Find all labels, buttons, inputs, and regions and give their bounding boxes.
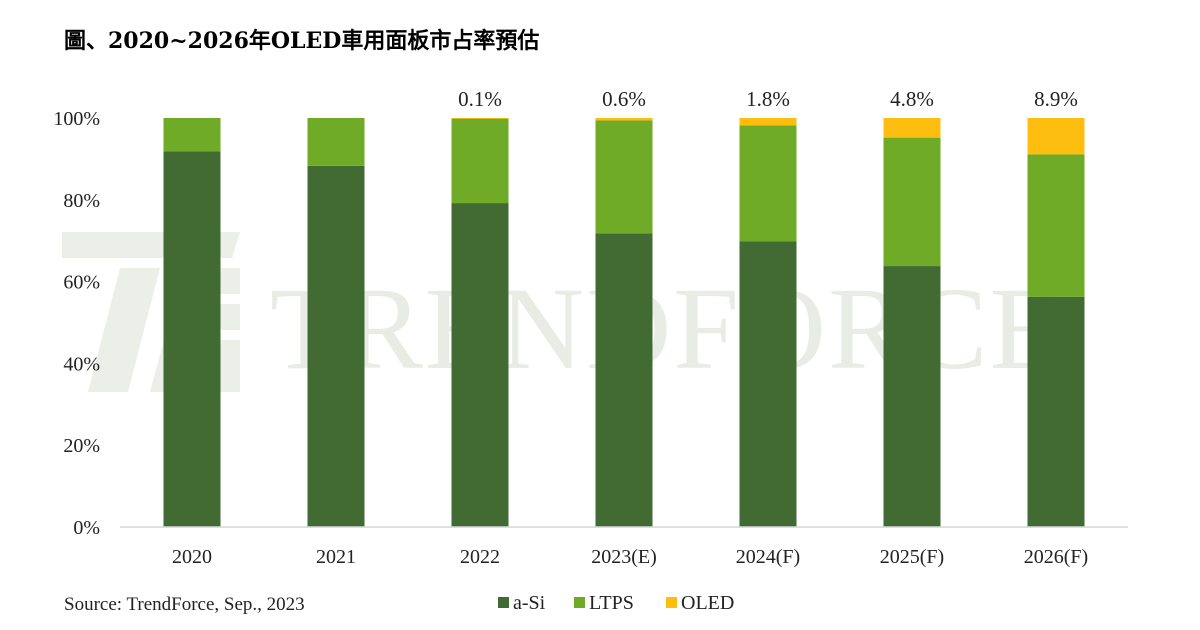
- bar-plot-area: [163, 118, 1085, 527]
- bar-ltps: [163, 118, 221, 152]
- legend: a-Si LTPS OLED: [498, 592, 734, 614]
- data-label: 8.9%: [1034, 87, 1078, 111]
- bar-oled: [595, 118, 653, 121]
- bar-a-si: [451, 203, 509, 527]
- x-tick-label: 2021: [316, 546, 356, 568]
- x-tick-label: 2020: [172, 546, 212, 568]
- x-axis: 2020 2021 2022 2023(E) 2024(F) 2025(F) 2026(F): [172, 546, 1088, 568]
- chart-title: 圖、2020~2026年OLED車用面板市占率預估: [64, 28, 539, 54]
- y-tick-label: 60%: [63, 272, 100, 294]
- data-label: 0.6%: [602, 87, 646, 111]
- y-tick-label: 100%: [53, 108, 100, 130]
- legend-label: LTPS: [589, 592, 634, 614]
- x-tick-label: 2026(F): [1024, 546, 1088, 568]
- x-tick-label: 2025(F): [880, 546, 944, 568]
- bar-a-si: [883, 266, 941, 527]
- bar-oled: [883, 118, 941, 138]
- bar-a-si: [163, 151, 221, 527]
- legend-swatch: [498, 597, 509, 608]
- x-tick-label: 2023(E): [591, 546, 657, 568]
- bar-a-si: [739, 241, 797, 527]
- y-tick-label: 80%: [63, 190, 100, 212]
- bar-ltps: [307, 118, 365, 166]
- y-tick-label: 40%: [63, 353, 100, 375]
- bar-a-si: [1027, 296, 1085, 527]
- legend-label: OLED: [681, 592, 734, 614]
- bar-ltps: [1027, 154, 1085, 297]
- bar-oled: [451, 118, 509, 119]
- y-axis: 0% 20% 40% 60% 80% 100%: [53, 108, 100, 539]
- watermark-text: TRENDFORCE: [270, 263, 1064, 394]
- data-label: 1.8%: [746, 87, 790, 111]
- y-tick-label: 20%: [63, 435, 100, 457]
- legend-label: a-Si: [513, 592, 546, 614]
- bar-oled: [739, 118, 797, 126]
- data-labels: 0.1% 0.6% 1.8% 4.8% 8.9%: [458, 87, 1078, 111]
- x-tick-label: 2024(F): [736, 546, 800, 568]
- y-tick-label: 0%: [73, 517, 100, 539]
- bar-ltps: [739, 125, 797, 242]
- legend-swatch: [574, 597, 585, 608]
- bar-ltps: [595, 120, 653, 234]
- bar-oled: [1027, 118, 1085, 155]
- bar-a-si: [595, 233, 653, 527]
- x-tick-label: 2022: [460, 546, 500, 568]
- bar-ltps: [451, 118, 509, 204]
- source-note: Source: TrendForce, Sep., 2023: [64, 594, 305, 615]
- bar-a-si: [307, 165, 365, 527]
- data-label: 4.8%: [890, 87, 934, 111]
- legend-swatch: [666, 597, 677, 608]
- data-label: 0.1%: [458, 87, 502, 111]
- bar-ltps: [883, 137, 941, 267]
